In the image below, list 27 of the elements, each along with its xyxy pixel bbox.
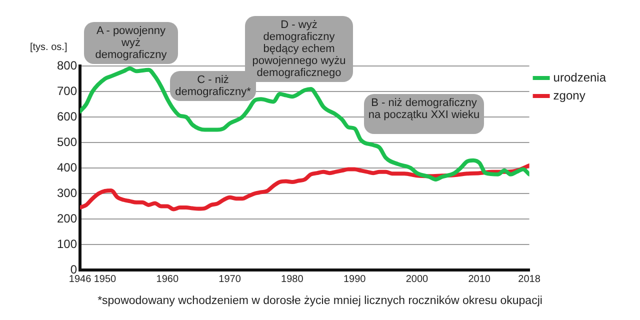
- x-tick-label: 1990: [343, 274, 366, 285]
- x-tick-label: 1950: [94, 274, 117, 285]
- x-tick-label: 2010: [468, 274, 491, 285]
- y-tick-label: 300: [56, 186, 78, 200]
- text: *spowodowany wchodzeniem w dorosłe życie mniej licznych roczników okresu okupacji: [96, 295, 544, 307]
- y-tick-label: 200: [56, 211, 78, 226]
- annotation: C - niż demograficzny*: [170, 71, 256, 101]
- y-tick-label: 0: [70, 262, 78, 276]
- x-tick-label: 1970: [218, 274, 242, 285]
- x-tick-label: 1980: [281, 274, 304, 285]
- x-tick-label: 1960: [156, 274, 179, 285]
- annotation: B - niż demograficzny na początku XXI wieku: [364, 94, 484, 134]
- y-tick-label: 400: [56, 160, 78, 174]
- legend-label: urodzenia: [553, 70, 606, 84]
- y-tick-label: 700: [56, 84, 78, 98]
- y-tick-label: 800: [56, 58, 78, 72]
- x-tick-label: 2018: [518, 274, 541, 285]
- annotation: D - wyż demograficzny będący echem powojennego wyżu demograficznego: [245, 16, 353, 82]
- text: A - powojenny wyż demograficzny: [84, 22, 178, 64]
- line-series: [80, 66, 530, 182]
- legend-label: zgony: [553, 88, 586, 102]
- y-tick-label: 500: [56, 134, 78, 149]
- y-tick-label: 100: [56, 236, 78, 251]
- x-tick-label: 2000: [406, 274, 429, 285]
- x-tick-label: 1946: [68, 274, 92, 285]
- y-tick-label: 600: [56, 109, 78, 124]
- y-axis-title: [tys. os.]: [30, 42, 68, 53]
